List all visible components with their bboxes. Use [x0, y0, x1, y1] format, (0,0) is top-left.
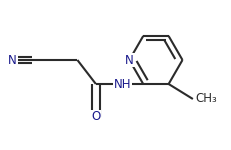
Text: CH₃: CH₃ — [195, 93, 217, 105]
Text: N: N — [125, 54, 134, 66]
Text: NH: NH — [114, 78, 131, 90]
Text: N: N — [8, 54, 17, 66]
Text: O: O — [91, 111, 100, 123]
